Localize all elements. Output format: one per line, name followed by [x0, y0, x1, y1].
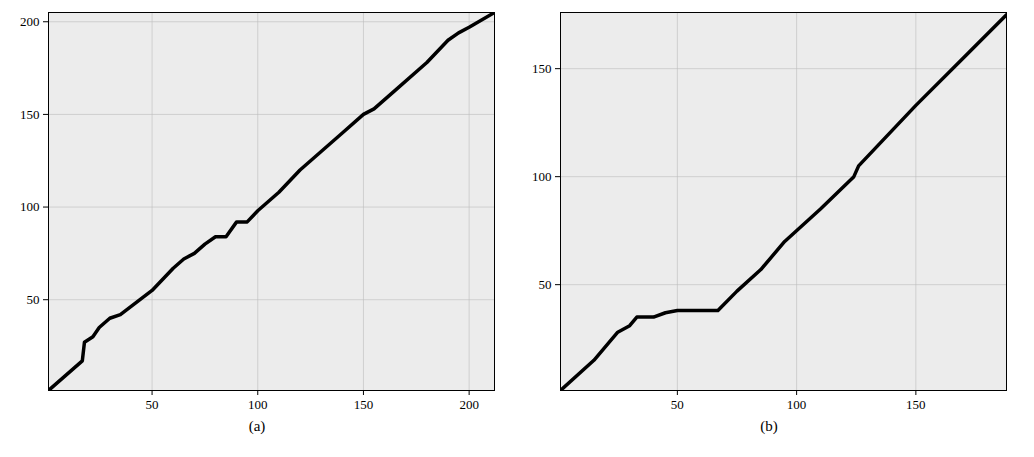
svg-text:150: 150: [532, 61, 552, 76]
svg-text:150: 150: [354, 397, 374, 412]
svg-text:50: 50: [671, 397, 684, 412]
svg-text:50: 50: [146, 397, 159, 412]
svg-text:50: 50: [27, 292, 40, 307]
svg-text:100: 100: [248, 397, 268, 412]
svg-text:50: 50: [539, 277, 552, 292]
svg-text:100: 100: [787, 397, 807, 412]
svg-text:200: 200: [20, 14, 40, 29]
html-text:(b): (b): [760, 418, 778, 434]
svg-text:100: 100: [532, 169, 552, 184]
svg-text:150: 150: [20, 107, 40, 122]
svg-text:200: 200: [459, 397, 479, 412]
html-text:(a): (a): [248, 418, 266, 434]
svg-text:100: 100: [20, 199, 40, 214]
svg-text:150: 150: [906, 397, 926, 412]
